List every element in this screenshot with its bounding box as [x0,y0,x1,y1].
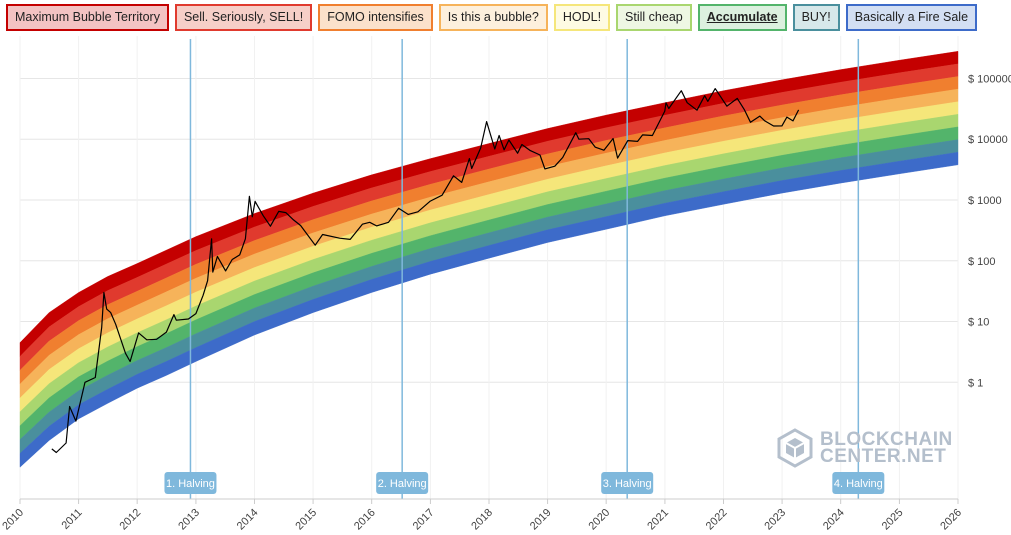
x-tick-label: 2013 [176,507,202,533]
x-tick-label: 2018 [469,507,495,533]
halving-labels: 1. Halving 2. Halving 3. Halving 4. Halving [164,472,885,494]
price-series [51,88,800,454]
legend-button-5[interactable]: Still cheap [616,4,692,31]
legend-button-0[interactable]: Maximum Bubble Territory [6,4,169,31]
x-tick-label: 2010 [0,507,26,533]
halving-label: 1. Halving [166,478,215,490]
y-tick-label: $ 10 [968,317,989,329]
x-tick-label: 2015 [293,507,319,533]
legend-button-8[interactable]: Basically a Fire Sale [845,4,978,31]
legend-button-4[interactable]: HODL! [553,4,611,31]
cube-logo-icon [777,428,813,468]
rainbow-legend: Maximum Bubble Territory Sell. Seriously,… [6,4,978,31]
x-tick-label: 2022 [704,507,730,533]
x-tick-label: 2025 [880,507,906,533]
y-tick-label: $ 100 [968,256,996,268]
x-tick-label: 2012 [117,507,143,533]
rainbow-band-8 [19,151,959,468]
legend-button-6[interactable]: Accumulate [697,4,787,31]
halving-label-box [832,472,885,494]
legend-button-7[interactable]: BUY! [792,4,840,31]
y-tick-label: $ 1000 [968,195,1002,207]
halving-label-box [376,472,429,494]
rainbow-bands [19,51,959,468]
x-tick-label: 2026 [938,507,964,533]
halving-label: 2. Halving [378,478,427,490]
x-tick-label: 2014 [235,507,261,533]
legend-button-2[interactable]: FOMO intensifies [318,4,433,31]
watermark-line-1: BLOCKCHAIN [820,429,953,450]
y-tick-label: $ 1 [968,377,983,389]
y-tick-label: $ 100000 [968,73,1011,85]
price-line [51,88,800,454]
x-tick-label: 2024 [821,507,847,533]
x-tick-label: 2019 [528,507,554,533]
x-tick-label: 2023 [762,507,788,533]
halving-label-box [164,472,217,494]
halving-lines [189,39,860,499]
blockchaincenter-watermark: BLOCKCHAIN CENTER.NET [776,428,953,468]
x-tick-label: 2020 [586,507,612,533]
halving-label: 3. Halving [603,478,652,490]
x-tick-label: 2011 [59,507,84,532]
y-tick-label: $ 10000 [968,134,1008,146]
x-tick-label: 2016 [352,507,378,533]
x-tick-label: 2017 [411,507,437,533]
halving-label: 4. Halving [834,478,883,490]
watermark-line-2: CENTER.NET [820,446,947,467]
legend-button-1[interactable]: Sell. Seriously, SELL! [174,4,313,31]
legend-button-3[interactable]: Is this a bubble? [438,4,548,31]
x-tick-label: 2021 [645,507,671,533]
halving-label-box [601,472,654,494]
